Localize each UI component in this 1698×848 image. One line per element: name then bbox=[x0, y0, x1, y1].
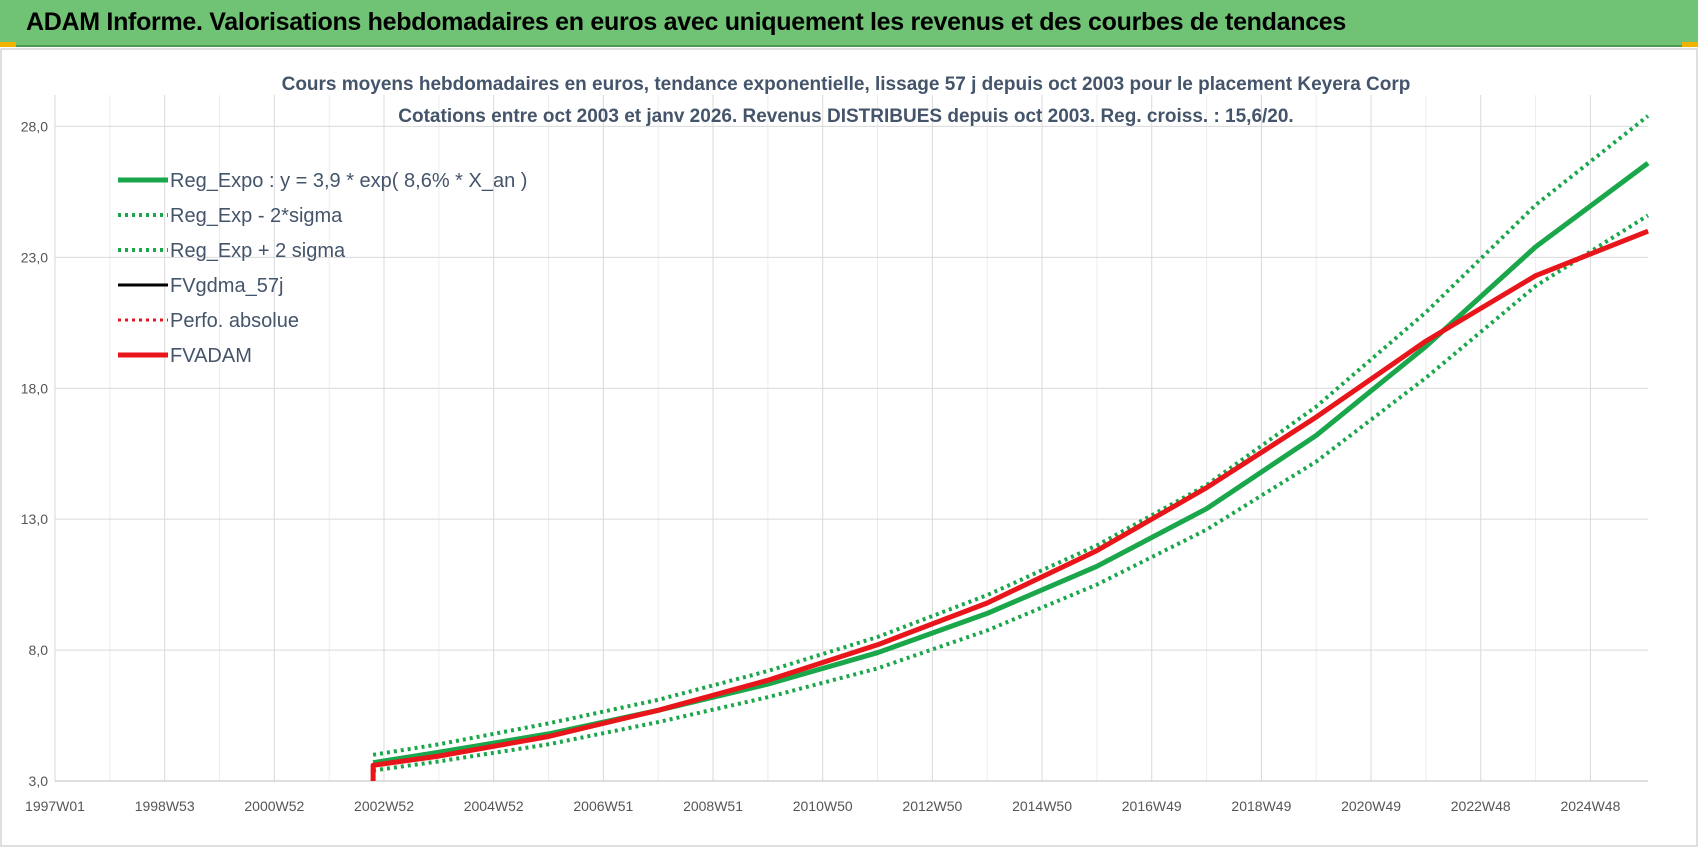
x-tick-label: 2012W50 bbox=[902, 798, 962, 814]
y-tick-label: 18,0 bbox=[21, 380, 48, 396]
legend: Reg_Expo : y = 3,9 * exp( 8,6% * X_an ) R… bbox=[118, 170, 527, 367]
series-line-3 bbox=[371, 229, 1649, 781]
corner-marker-left bbox=[0, 42, 16, 47]
banner-title: ADAM Informe. Valorisations hebdomadaire… bbox=[26, 8, 1347, 36]
grid bbox=[54, 95, 1648, 782]
x-tick-label: 1997W01 bbox=[25, 798, 85, 814]
chart-title-line-1: Cours moyens hebdomadaires en euros, ten… bbox=[282, 74, 1411, 95]
x-tick-label: 2018W49 bbox=[1231, 798, 1291, 814]
legend-label: Reg_Expo : y = 3,9 * exp( 8,6% * X_an ) bbox=[170, 170, 527, 192]
y-tick-label: 3,0 bbox=[29, 773, 49, 789]
legend-label: FVADAM bbox=[170, 345, 252, 367]
x-tick-label: 2024W48 bbox=[1560, 798, 1620, 814]
x-tick-label: 2006W51 bbox=[573, 798, 633, 814]
x-tick-label: 2014W50 bbox=[1012, 798, 1072, 814]
legend-label: Perfo. absolue bbox=[170, 310, 299, 332]
legend-label: Reg_Exp + 2 sigma bbox=[170, 240, 346, 262]
series-line-5 bbox=[370, 228, 1649, 781]
series-layer bbox=[370, 114, 1650, 781]
x-tick-label: 2002W52 bbox=[354, 798, 414, 814]
series-line-2 bbox=[372, 114, 1650, 757]
y-tick-label: 13,0 bbox=[21, 511, 48, 527]
x-tick-label: 1998W53 bbox=[135, 798, 195, 814]
chart-border bbox=[0, 48, 1698, 847]
legend-label: FVgdma_57j bbox=[170, 275, 283, 297]
corner-marker-right bbox=[1682, 42, 1698, 47]
y-tick-label: 8,0 bbox=[29, 642, 49, 658]
banner: ADAM Informe. Valorisations hebdomadaire… bbox=[0, 0, 1698, 47]
x-tick-label: 2010W50 bbox=[793, 798, 853, 814]
series-line-4 bbox=[371, 229, 1649, 781]
x-tick-label: 2000W52 bbox=[244, 798, 304, 814]
x-tick-label: 2008W51 bbox=[683, 798, 743, 814]
y-tick-label: 28,0 bbox=[21, 118, 48, 134]
series-line-1 bbox=[372, 213, 1650, 773]
x-tick-label: 2004W52 bbox=[464, 798, 524, 814]
series-line-0 bbox=[372, 161, 1650, 766]
chart-title-line-2: Cotations entre oct 2003 et janv 2026. R… bbox=[398, 106, 1293, 127]
x-tick-label: 2016W49 bbox=[1122, 798, 1182, 814]
y-tick-label: 23,0 bbox=[21, 249, 48, 265]
x-tick-label: 2022W48 bbox=[1451, 798, 1511, 814]
x-tick-label: 2020W49 bbox=[1341, 798, 1401, 814]
axes: 1997W01 1998W53 2000W52 2002W52 2004W52 2006W… bbox=[21, 118, 1648, 814]
legend-label: Reg_Exp - 2*sigma bbox=[170, 205, 343, 227]
